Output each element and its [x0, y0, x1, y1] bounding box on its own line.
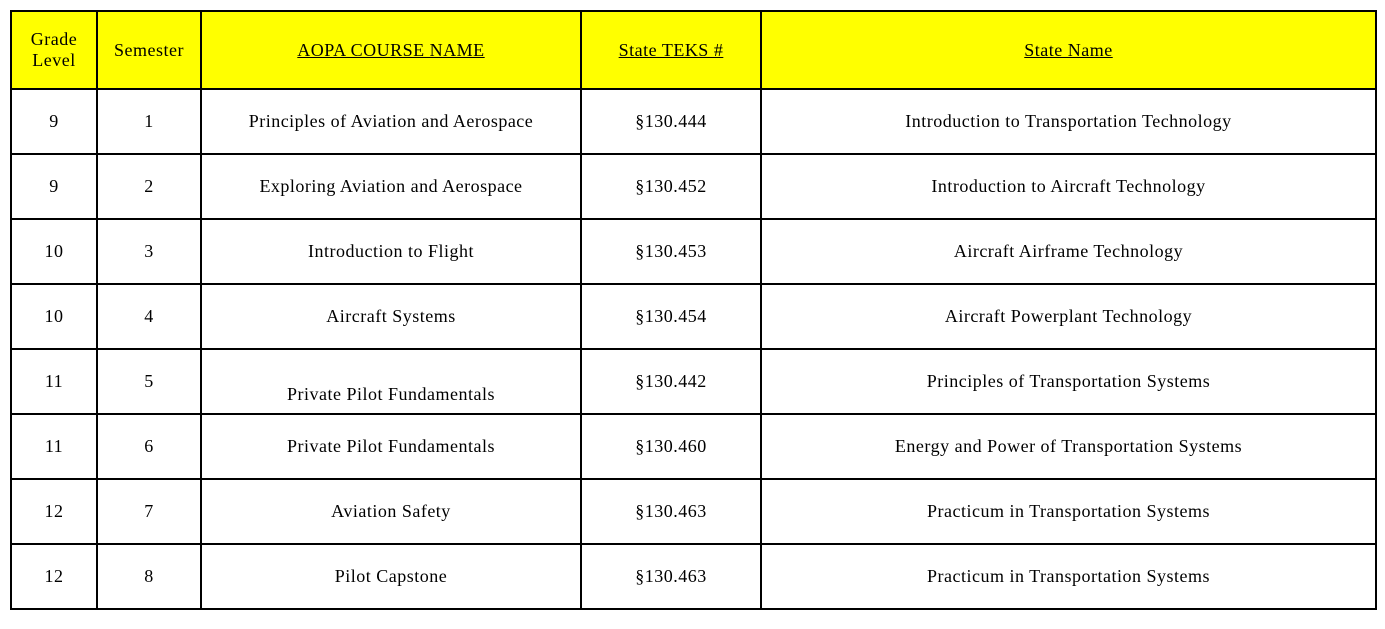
table-row: 12 8 Pilot Capstone §130.463 Practicum in Tr…	[11, 544, 1376, 609]
header-grade-level: Grade Level	[11, 11, 97, 89]
cell-grade-text: 12	[45, 566, 64, 586]
cell-semester-text: 6	[144, 436, 154, 456]
cell-course-text: Aircraft Systems	[326, 306, 455, 326]
cell-grade-text: 11	[45, 436, 63, 456]
cell-teks: §130.453	[581, 219, 761, 284]
cell-grade: 12	[11, 544, 97, 609]
cell-course: Introduction to Flight	[201, 219, 581, 284]
header-row: Grade Level Semester AOPA COURSE NAME St…	[11, 11, 1376, 89]
cell-course-text: Exploring Aviation and Aerospace	[259, 176, 522, 196]
cell-state-text: Practicum in Transportation Systems	[927, 566, 1210, 586]
cell-course: Principles of Aviation and Aerospace	[201, 89, 581, 154]
table-body: 9 1 Principles of Aviation and Aerospace §1…	[11, 89, 1376, 609]
header-state-teks: State TEKS #	[581, 11, 761, 89]
cell-course: Aircraft Systems	[201, 284, 581, 349]
cell-semester-text: 5	[144, 371, 154, 391]
cell-course: Aviation Safety	[201, 479, 581, 544]
cell-state-text: Aircraft Airframe Technology	[954, 241, 1183, 261]
cell-state: Aircraft Powerplant Technology	[761, 284, 1376, 349]
cell-teks: §130.442	[581, 349, 761, 414]
cell-grade: 11	[11, 414, 97, 479]
cell-course: Pilot Capstone	[201, 544, 581, 609]
cell-state: Energy and Power of Transportation Syste…	[761, 414, 1376, 479]
cell-semester: 3	[97, 219, 201, 284]
cell-state-text: Principles of Transportation Systems	[927, 371, 1211, 391]
cell-grade-text: 9	[49, 176, 59, 196]
cell-state-text: Introduction to Aircraft Technology	[931, 176, 1205, 196]
cell-grade-text: 11	[45, 371, 63, 391]
cell-state: Aircraft Airframe Technology	[761, 219, 1376, 284]
cell-state: Practicum in Transportation Systems	[761, 479, 1376, 544]
cell-teks: §130.452	[581, 154, 761, 219]
cell-grade: 11	[11, 349, 97, 414]
cell-state-text: Energy and Power of Transportation Syste…	[895, 436, 1242, 456]
cell-teks-text: §130.463	[635, 501, 707, 521]
table-row: 10 3 Introduction to Flight §130.453 Aircraf…	[11, 219, 1376, 284]
cell-semester: 8	[97, 544, 201, 609]
cell-course-text: Private Pilot Fundamentals	[287, 436, 495, 456]
table-row: 11 5 Private Pilot Fundamentals §130.442 Pri…	[11, 349, 1376, 414]
cell-semester-text: 2	[144, 176, 154, 196]
cell-semester: 7	[97, 479, 201, 544]
cell-teks-text: §130.460	[635, 436, 707, 456]
cell-semester-text: 7	[144, 501, 154, 521]
cell-teks-text: §130.452	[635, 176, 707, 196]
cell-teks: §130.460	[581, 414, 761, 479]
cell-course: Private Pilot Fundamentals	[201, 414, 581, 479]
cell-course: Exploring Aviation and Aerospace	[201, 154, 581, 219]
cell-state: Practicum in Transportation Systems	[761, 544, 1376, 609]
table-row: 10 4 Aircraft Systems §130.454 Aircraft Powe…	[11, 284, 1376, 349]
cell-semester: 5	[97, 349, 201, 414]
cell-course-text: Introduction to Flight	[308, 241, 474, 261]
header-semester: Semester	[97, 11, 201, 89]
cell-grade: 10	[11, 284, 97, 349]
cell-state-text: Introduction to Transportation Technolog…	[905, 111, 1231, 131]
cell-teks-text: §130.442	[635, 371, 707, 391]
cell-semester-text: 4	[144, 306, 154, 326]
table-row: 9 2 Exploring Aviation and Aerospace §130.4…	[11, 154, 1376, 219]
table-row: 11 6 Private Pilot Fundamentals §130.460 Ene…	[11, 414, 1376, 479]
cell-grade: 12	[11, 479, 97, 544]
cell-teks-text: §130.454	[635, 306, 707, 326]
cell-teks: §130.463	[581, 479, 761, 544]
header-state-name: State Name	[761, 11, 1376, 89]
cell-semester-text: 1	[144, 111, 154, 131]
cell-course-text: Principles of Aviation and Aerospace	[249, 111, 534, 131]
course-table: Grade Level Semester AOPA COURSE NAME St…	[10, 10, 1377, 610]
header-course-name: AOPA COURSE NAME	[201, 11, 581, 89]
cell-teks: §130.444	[581, 89, 761, 154]
cell-grade: 10	[11, 219, 97, 284]
cell-semester: 2	[97, 154, 201, 219]
cell-state-text: Aircraft Powerplant Technology	[945, 306, 1192, 326]
cell-state: Introduction to Aircraft Technology	[761, 154, 1376, 219]
cell-course-text: Aviation Safety	[331, 501, 451, 521]
cell-state-text: Practicum in Transportation Systems	[927, 501, 1210, 521]
cell-course-text: Private Pilot Fundamentals	[287, 384, 495, 404]
cell-teks: §130.454	[581, 284, 761, 349]
cell-teks-text: §130.444	[635, 111, 707, 131]
cell-grade-text: 9	[49, 111, 59, 131]
cell-course: Private Pilot Fundamentals	[201, 349, 581, 414]
cell-teks: §130.463	[581, 544, 761, 609]
cell-semester-text: 3	[144, 241, 154, 261]
cell-semester: 4	[97, 284, 201, 349]
cell-grade-text: 10	[45, 306, 64, 326]
table-row: 12 7 Aviation Safety §130.463 Practicum in T…	[11, 479, 1376, 544]
cell-grade: 9	[11, 154, 97, 219]
cell-teks-text: §130.453	[635, 241, 707, 261]
cell-state: Principles of Transportation Systems	[761, 349, 1376, 414]
cell-semester-text: 8	[144, 566, 154, 586]
cell-semester: 1	[97, 89, 201, 154]
cell-grade-text: 10	[45, 241, 64, 261]
cell-state: Introduction to Transportation Technolog…	[761, 89, 1376, 154]
table-row: 9 1 Principles of Aviation and Aerospace §1…	[11, 89, 1376, 154]
cell-grade-text: 12	[45, 501, 64, 521]
cell-grade: 9	[11, 89, 97, 154]
cell-course-text: Pilot Capstone	[335, 566, 448, 586]
cell-teks-text: §130.463	[635, 566, 707, 586]
cell-semester: 6	[97, 414, 201, 479]
